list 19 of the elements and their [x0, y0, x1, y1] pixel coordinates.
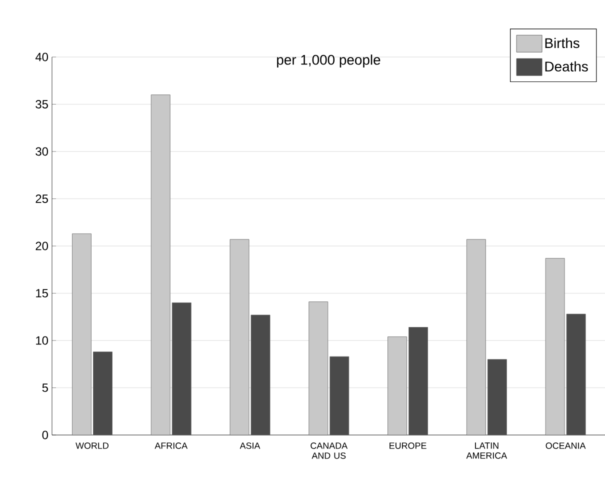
y-tick-label: 20 — [36, 242, 48, 250]
x-tick-label: OCEANIA — [546, 442, 586, 449]
x-tick-label: ASIA — [240, 442, 260, 449]
legend-label: Deaths — [545, 61, 588, 72]
x-tick-label: CANADA AND US — [310, 442, 348, 459]
x-tick-label: AFRICA — [154, 442, 188, 449]
y-tick-label: 40 — [35, 52, 48, 62]
x-tick-label: LATIN AMERICA — [466, 442, 508, 459]
y-tick-label: 0 — [42, 430, 48, 440]
y-tick-label: 35 — [36, 100, 48, 108]
legend-label: Births — [545, 38, 580, 48]
y-tick-label: 30 — [36, 147, 48, 156]
y-tick-label: 25 — [36, 194, 48, 203]
chart-title: per 1,000 people — [277, 54, 380, 68]
y-tick-label: 10 — [36, 336, 48, 345]
x-tick-label: WORLD — [76, 442, 108, 449]
x-tick-label: EUROPE — [390, 442, 426, 449]
y-tick-label: 15 — [36, 289, 48, 298]
y-tick-label: 5 — [42, 384, 48, 392]
